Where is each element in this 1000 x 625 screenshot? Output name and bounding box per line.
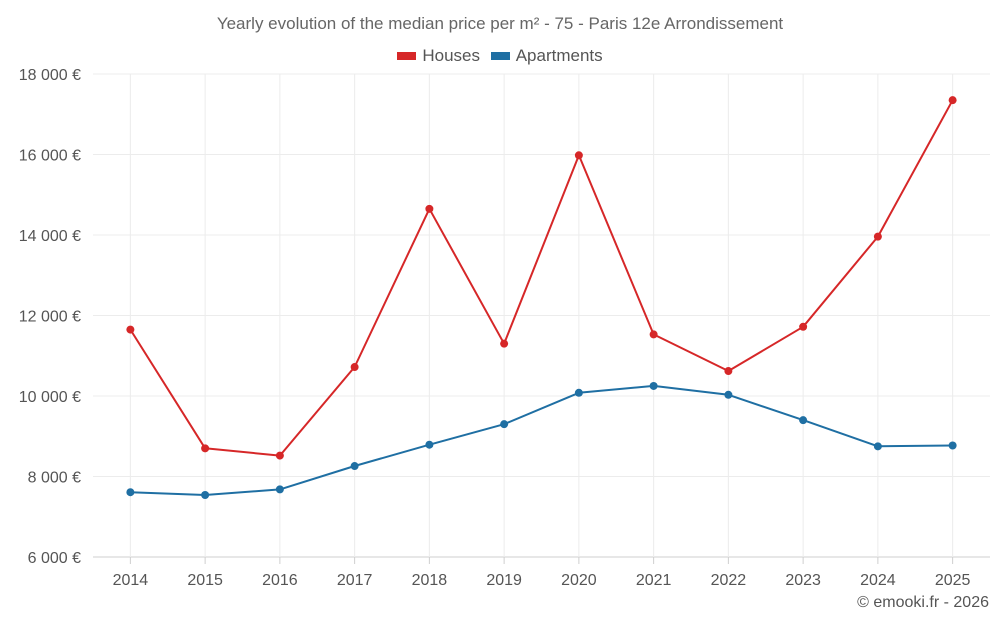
legend-swatch-houses [397,52,417,60]
x-tick-label: 2025 [935,572,971,589]
data-point-apartments [275,485,284,494]
x-tick-label: 2024 [860,572,896,589]
x-tick-label: 2019 [486,572,522,589]
legend-item-apartments[interactable]: Apartments [490,46,603,66]
x-tick-label: 2014 [113,572,149,589]
legend-label-houses: Houses [422,46,480,65]
data-point-houses [724,367,733,376]
legend-item-houses[interactable]: Houses [397,46,480,66]
data-point-apartments [126,488,135,497]
data-point-houses [201,444,210,453]
x-tick-label: 2023 [785,572,821,589]
chart-title: Yearly evolution of the median price per… [216,14,784,33]
legend-swatch-apartments [490,52,510,60]
data-point-houses [126,325,135,334]
data-point-apartments [350,462,359,471]
data-point-apartments [649,381,658,390]
data-point-apartments [724,390,733,399]
data-point-apartments [425,440,434,449]
data-point-houses [500,339,509,348]
data-point-houses [574,151,583,160]
legend-label-apartments: Apartments [515,46,603,65]
x-tick-label: 2015 [187,572,223,589]
data-point-apartments [799,416,808,425]
data-point-houses [948,96,957,105]
x-tick-label: 2020 [561,572,597,589]
y-tick-label: 14 000 € [19,228,81,245]
x-tick-label: 2022 [711,572,747,589]
y-tick-label: 12 000 € [19,309,81,326]
data-point-apartments [948,441,957,450]
data-point-houses [350,363,359,372]
x-tick-label: 2018 [412,572,448,589]
copyright-notice: © emooki.fr - 2026 [857,594,989,611]
data-point-apartments [500,420,509,429]
data-point-apartments [574,388,583,397]
data-point-houses [873,232,882,241]
y-tick-label: 6 000 € [28,550,81,567]
y-tick-label: 16 000 € [19,148,81,165]
data-point-houses [425,204,434,213]
y-tick-label: 10 000 € [19,389,81,406]
x-tick-label: 2016 [262,572,298,589]
data-point-apartments [873,442,882,451]
y-tick-label: 8 000 € [28,470,81,487]
data-point-houses [799,322,808,331]
x-tick-label: 2021 [636,572,672,589]
chart-legend: Houses Apartments [0,45,1000,66]
y-tick-label: 18 000 € [19,67,81,84]
data-point-apartments [201,491,210,500]
x-tick-label: 2017 [337,572,373,589]
series-line-apartments [130,384,953,496]
series-line-houses [129,99,954,457]
data-point-houses [649,330,658,339]
data-point-houses [275,451,284,460]
